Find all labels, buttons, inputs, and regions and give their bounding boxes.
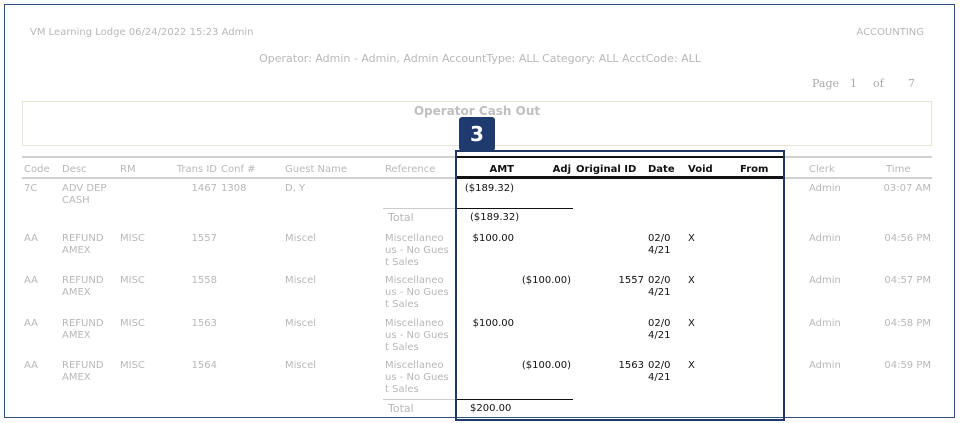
cell: REFUND AMEX (62, 233, 104, 256)
header-rule-dark (456, 176, 783, 179)
cell: MISC (120, 360, 145, 371)
column-header: RM (120, 164, 136, 175)
column-header: From (740, 164, 769, 175)
column-header: AMT (489, 164, 514, 175)
total-rule (383, 399, 456, 400)
cell: REFUND AMEX (62, 360, 104, 383)
cell: ($189.32) (464, 183, 514, 194)
column-header: Time (886, 164, 911, 175)
column-header: Code (24, 164, 50, 175)
cell: MISC (120, 318, 145, 329)
cell: 1564 (191, 360, 217, 371)
column-header: Conf # (221, 164, 256, 175)
cell: 02/04/21 (648, 233, 671, 256)
report-title: Operator Cash Out (413, 104, 541, 118)
highlight-box (455, 150, 785, 421)
column-header: Desc (62, 164, 87, 175)
cell: AA (24, 360, 38, 371)
total-rule (456, 208, 573, 209)
cell: D, Y (285, 183, 306, 194)
cell: X (688, 318, 695, 329)
frame (4, 4, 955, 418)
cell: 04:56 PM (884, 233, 931, 244)
page-total: 7 (908, 77, 915, 90)
cell: Admin (809, 360, 841, 371)
cell: X (688, 233, 695, 244)
cell: Miscel (285, 360, 317, 371)
cell: 04:58 PM (884, 318, 931, 329)
column-header: Reference (385, 164, 436, 175)
cell: $100.00 (472, 233, 514, 244)
cell: Miscellaneous - No Guest Sales (385, 233, 449, 268)
cell: MISC (120, 275, 145, 286)
cell: 02/04/21 (648, 360, 671, 383)
cell: X (688, 360, 695, 371)
column-header: Void (688, 164, 713, 175)
total-rule (456, 399, 573, 400)
cell: Miscel (285, 233, 317, 244)
cell: AA (24, 275, 38, 286)
cell: AA (24, 233, 38, 244)
cell: 03:07 AM (883, 183, 931, 194)
cell: Admin (809, 275, 841, 286)
total-rule (383, 208, 456, 209)
cell: ($100.00) (521, 275, 571, 286)
cell: 1563 (618, 360, 644, 371)
cell: Miscellaneous - No Guest Sales (385, 318, 449, 353)
cell: 02/04/21 (648, 318, 671, 341)
column-header: Date (648, 164, 675, 175)
cell: REFUND AMEX (62, 275, 104, 298)
column-header: Adj (552, 164, 571, 175)
page-label: Page (812, 77, 840, 90)
cell: 1557 (191, 233, 217, 244)
cell: $100.00 (472, 318, 514, 329)
cell: Admin (809, 233, 841, 244)
page-of: of (873, 77, 884, 90)
cell: 1558 (191, 275, 217, 286)
cell: 1557 (618, 275, 644, 286)
column-header: Trans ID (176, 164, 217, 175)
cell: Admin (809, 183, 841, 194)
column-header: Clerk (809, 164, 835, 175)
cell: 02/04/21 (648, 275, 671, 298)
cell: Miscellaneous - No Guest Sales (385, 275, 449, 310)
total-amount: $200.00 (470, 403, 512, 414)
department: ACCOUNTING (856, 27, 924, 38)
cell: Admin (809, 318, 841, 329)
cell: 04:57 PM (884, 275, 931, 286)
cell: X (688, 275, 695, 286)
cell: ($100.00) (521, 360, 571, 371)
cell: 7C (24, 183, 38, 194)
cell: MISC (120, 233, 145, 244)
cell: 1467 (191, 183, 217, 194)
cell: ADV DEP CASH (62, 183, 107, 206)
column-header: Guest Name (285, 164, 348, 175)
cell: Miscel (285, 318, 317, 329)
total-label: Total (388, 402, 414, 415)
callout-badge: 3 (459, 117, 495, 151)
cell: REFUND AMEX (62, 318, 104, 341)
report-meta: VM Learning Lodge 06/24/2022 15:23 Admin (30, 27, 254, 38)
column-header: Original ID (576, 164, 637, 175)
cell: Miscel (285, 275, 317, 286)
page-current: 1 (850, 77, 857, 90)
cell: 1563 (191, 318, 217, 329)
cell: 1308 (221, 183, 247, 194)
cell: 04:59 PM (884, 360, 931, 371)
total-label: Total (388, 211, 414, 224)
cell: AA (24, 318, 38, 329)
filter-line: Operator: Admin - Admin, Admin AccountTy… (259, 52, 701, 65)
cell: Miscellaneous - No Guest Sales (385, 360, 449, 395)
total-amount: ($189.32) (470, 212, 520, 223)
header-rule-dark (456, 156, 783, 158)
